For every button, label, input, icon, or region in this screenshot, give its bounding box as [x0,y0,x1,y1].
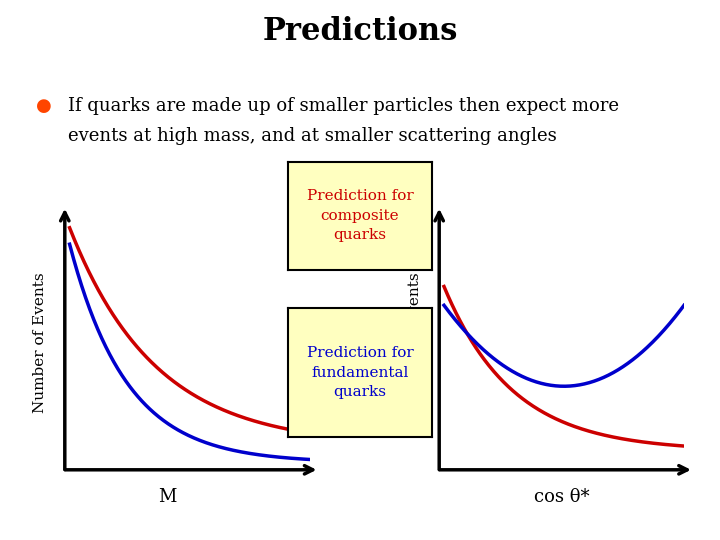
Text: events at high mass, and at smaller scattering angles: events at high mass, and at smaller scat… [68,127,557,145]
Text: Number of Events: Number of Events [33,273,48,413]
Text: Predictions: Predictions [262,16,458,47]
Text: If quarks are made up of smaller particles then expect more: If quarks are made up of smaller particl… [68,97,619,115]
Text: M: M [158,488,177,505]
Text: Prediction for
composite
quarks: Prediction for composite quarks [307,190,413,242]
Text: Number of Events: Number of Events [408,273,422,413]
Text: ●: ● [36,97,52,115]
Text: Prediction for
fundamental
quarks: Prediction for fundamental quarks [307,346,413,399]
Text: cos θ*: cos θ* [534,488,590,505]
